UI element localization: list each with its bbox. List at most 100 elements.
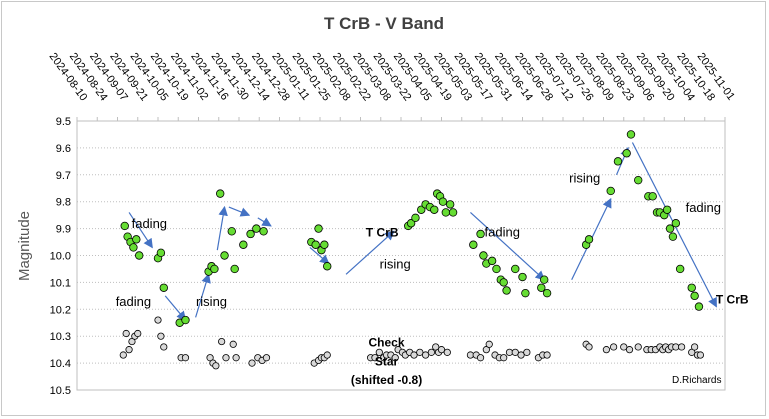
check-star-point <box>482 346 490 354</box>
tcrb-point <box>521 288 530 298</box>
tcrb-point <box>539 275 549 284</box>
y-tick-label: 10.4 <box>50 358 71 370</box>
tcrb-point <box>671 219 681 228</box>
check-star-point <box>371 354 379 362</box>
tcrb-point <box>314 224 323 233</box>
trend-arrow <box>257 217 272 227</box>
tcrb-point <box>445 200 455 209</box>
y-tick-label: 10.5 <box>50 385 71 397</box>
check-star-point <box>696 351 705 359</box>
tcrb-point <box>487 256 497 266</box>
y-tick-label: 10.3 <box>50 331 71 343</box>
trend-arrow <box>128 212 153 249</box>
check-star-point <box>134 329 142 338</box>
tcrb-point <box>687 283 696 292</box>
tcrb-point <box>537 283 546 292</box>
annotation-text: rising <box>196 294 227 309</box>
annotation-text: fading <box>485 224 520 239</box>
annotation-text: fading <box>686 200 721 215</box>
tcrb-point <box>311 240 320 249</box>
check-star-point <box>229 340 237 348</box>
check-star-point <box>523 348 531 356</box>
annotation-text: T CrB <box>366 225 399 239</box>
check-star-point <box>119 351 127 359</box>
tcrb-point <box>120 221 129 231</box>
check-star-point <box>122 329 130 338</box>
check-star-point <box>634 343 642 351</box>
tcrb-point <box>606 186 615 196</box>
tcrb-point <box>613 157 623 166</box>
y-tick-label: 9.7 <box>56 170 71 182</box>
check-star-point <box>391 354 399 362</box>
check-star-point <box>427 348 435 356</box>
y-tick-label: 9.9 <box>56 224 71 236</box>
check-star-point <box>543 351 551 359</box>
tcrb-point <box>252 224 261 233</box>
trend-arrow <box>216 205 228 251</box>
y-tick-label: 10.2 <box>50 304 71 316</box>
tcrb-point <box>694 302 704 311</box>
check-star-point <box>485 340 493 348</box>
check-star-point <box>410 351 418 359</box>
check-star-point <box>511 348 519 356</box>
y-tick-label: 9.5 <box>56 116 71 128</box>
annotation-text: fading <box>116 294 151 309</box>
check-star-point <box>248 359 256 367</box>
tcrb-point <box>662 205 672 214</box>
tcrb-point <box>156 248 166 258</box>
annotation-text: Check <box>369 336 405 350</box>
tcrb-point <box>622 149 631 158</box>
tcrb-point <box>406 219 416 228</box>
tcrb-point <box>320 240 329 249</box>
check-star-point <box>437 346 446 354</box>
check-star-point <box>125 346 133 354</box>
tcrb-point <box>690 291 699 301</box>
check-star-point <box>443 348 451 356</box>
check-star-point <box>678 343 686 351</box>
trend-arrow <box>195 273 211 318</box>
check-star-point <box>416 348 424 356</box>
check-star-point <box>160 343 168 351</box>
check-star-point <box>421 351 430 359</box>
tcrb-point <box>584 235 594 244</box>
tcrb-point <box>492 264 501 274</box>
y-tick-label: 10.0 <box>50 251 71 263</box>
check-star-point <box>181 354 190 362</box>
tcrb-point <box>132 235 141 244</box>
tcrb-point <box>476 229 485 239</box>
check-star-point <box>688 348 696 356</box>
trend-arrow <box>309 246 330 265</box>
tcrb-point <box>626 130 636 139</box>
tcrb-point <box>668 232 678 241</box>
tcrb-point <box>648 192 657 201</box>
check-star-point <box>218 337 226 346</box>
tcrb-point <box>430 205 439 214</box>
check-star-point <box>602 346 610 354</box>
tcrb-point <box>542 288 552 298</box>
tcrb-point <box>469 240 478 249</box>
check-star-point <box>500 354 508 362</box>
check-star-point <box>262 354 271 362</box>
tcrb-point <box>323 262 332 271</box>
tcrb-point <box>159 283 168 292</box>
check-star-point <box>128 337 136 346</box>
tcrb-point <box>134 251 144 260</box>
tcrb-point <box>210 264 219 274</box>
y-axis-label: Magnitude <box>16 211 33 281</box>
trend-arrow <box>345 230 395 275</box>
annotation-text: T CrB <box>716 293 749 307</box>
check-star-point <box>375 348 383 356</box>
annotation-text: rising <box>569 170 600 185</box>
tcrb-point <box>227 227 236 236</box>
check-star-point <box>154 316 162 324</box>
tcrb-point <box>511 264 520 274</box>
trend-arrow <box>470 212 546 281</box>
tcrb-point <box>230 264 239 274</box>
y-tick-label: 9.6 <box>56 143 71 155</box>
tcrb-point <box>502 286 511 295</box>
tcrb-point <box>441 208 451 217</box>
y-tick-label: 10.1 <box>50 277 71 289</box>
tcrb-point <box>129 243 138 252</box>
